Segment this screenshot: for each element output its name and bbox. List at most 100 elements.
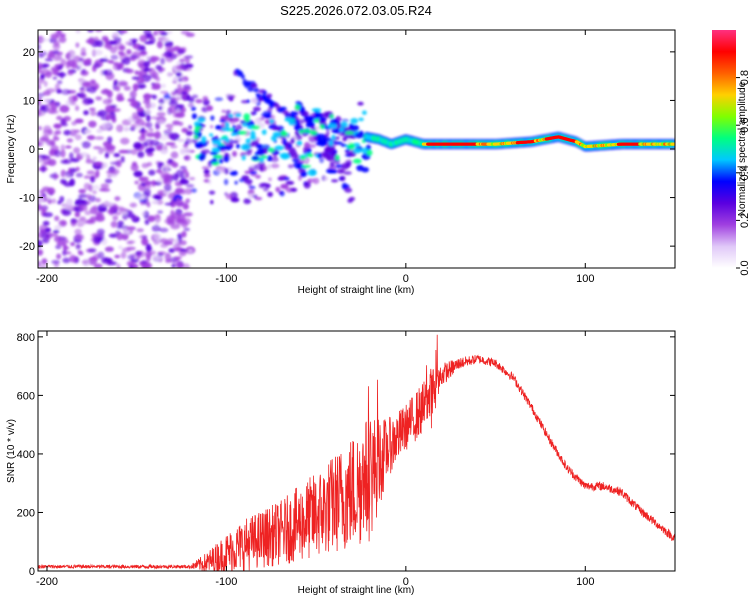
noise-blob [66, 138, 74, 143]
noise-blob [38, 100, 41, 106]
noise-blob [125, 68, 134, 74]
noise-blob [175, 187, 184, 194]
transition-blob [259, 165, 264, 172]
transition-blob [270, 156, 279, 163]
noise-blob [43, 80, 48, 87]
noise-blob [172, 76, 179, 82]
noise-blob [61, 208, 72, 216]
noise-blob [165, 142, 176, 146]
noise-blob [88, 248, 97, 253]
noise-blob [95, 197, 101, 203]
noise-blob [82, 219, 88, 225]
noise-blob [114, 212, 122, 216]
noise-blob [118, 81, 128, 87]
noise-blob [183, 227, 191, 232]
noise-blob [151, 200, 159, 205]
colorbar-tick-label: 0.4 [739, 165, 750, 180]
transition-blob [253, 164, 260, 171]
transition-blob [206, 105, 214, 112]
transition-blob [244, 170, 251, 174]
transition-blob [252, 106, 261, 112]
transition-blob [315, 126, 321, 130]
streak-blob [280, 106, 287, 111]
noise-blob [81, 68, 86, 74]
noise-blob [174, 173, 179, 182]
signal-blob [319, 117, 327, 122]
colorbar-tick-label: 0.0 [739, 260, 750, 275]
signal-blob [225, 139, 230, 143]
noise-blob [159, 171, 170, 177]
signal-blob [250, 135, 257, 141]
signal-blob [242, 122, 247, 127]
noise-blob [172, 243, 181, 252]
signal-blob [272, 131, 282, 138]
noise-blob [103, 88, 109, 92]
noise-blob [155, 145, 163, 151]
signal-blob [236, 143, 241, 149]
signal-blob [330, 152, 337, 157]
transition-blob [210, 125, 214, 129]
transition-blob [244, 179, 253, 184]
noise-blob [94, 30, 103, 33]
noise-blob [133, 142, 143, 150]
noise-blob [93, 146, 102, 150]
signal-blob [294, 104, 301, 111]
colorbar-tick-label: 0.6 [739, 118, 750, 133]
noise-blob [97, 251, 105, 259]
noise-blob [152, 71, 159, 80]
transition-blob [190, 106, 196, 111]
noise-blob [109, 161, 120, 165]
signal-blob [329, 114, 334, 119]
signal-blob [357, 101, 364, 106]
noise-blob [175, 64, 185, 71]
transition-blob [267, 191, 273, 197]
transition-blob [260, 182, 269, 187]
transition-blob [225, 109, 231, 115]
noise-blob [41, 258, 48, 265]
noise-blob [80, 47, 86, 55]
transition-blob [251, 97, 258, 104]
noise-blob [173, 53, 182, 57]
noise-blob [163, 92, 171, 100]
noise-blob [93, 263, 103, 268]
signal-blob [201, 136, 207, 143]
transition-blob [285, 180, 295, 185]
noise-blob [175, 71, 182, 78]
noise-blob [159, 227, 169, 233]
noise-blob [178, 235, 182, 243]
noise-blob [50, 66, 61, 72]
noise-blob [170, 145, 178, 149]
signal-blob [327, 123, 338, 129]
noise-blob [112, 32, 119, 38]
transition-blob [210, 115, 215, 121]
noise-blob [41, 165, 46, 173]
noise-blob [145, 102, 152, 110]
x-tick-label: -200 [36, 273, 58, 285]
noise-blob [122, 211, 128, 215]
noise-blob [93, 62, 101, 69]
noise-blob [138, 50, 148, 57]
x-tick-label: -100 [215, 273, 237, 285]
signal-blob [290, 137, 295, 144]
transition-blob [214, 97, 224, 102]
spectrogram-x-label: Height of straight line (km) [298, 285, 415, 296]
noise-blob [136, 106, 144, 113]
noise-blob [109, 203, 119, 212]
noise-blob [175, 112, 185, 118]
signal-blob [269, 119, 275, 124]
noise-blob [62, 257, 71, 264]
signal-blob [194, 127, 200, 134]
noise-blob [52, 50, 60, 54]
noise-blob [78, 251, 84, 256]
noise-blob [84, 129, 92, 134]
transition-blob [203, 173, 211, 178]
noise-blob [146, 114, 151, 122]
y-tick-label: 400 [17, 449, 35, 461]
noise-blob [54, 225, 62, 231]
noise-blob [95, 96, 103, 101]
noise-blob [185, 32, 195, 37]
noise-blob [70, 167, 77, 173]
transition-blob [267, 163, 271, 170]
signal-blob [294, 123, 301, 131]
noise-blob [159, 134, 169, 141]
